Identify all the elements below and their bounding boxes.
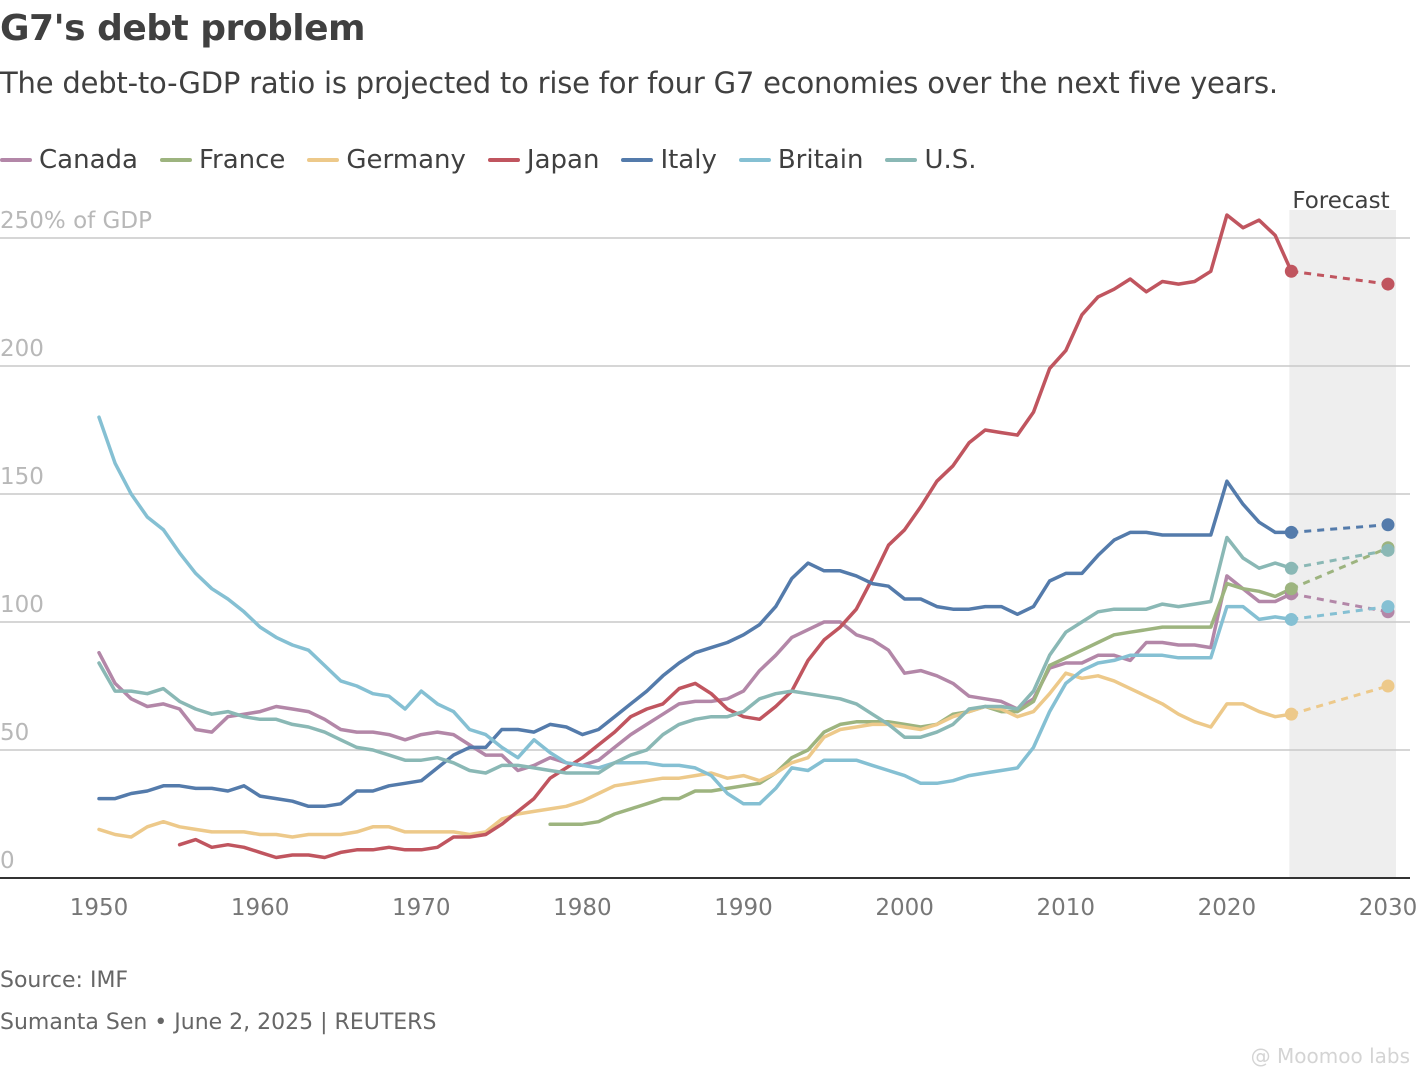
y-tick-label-0: 0 <box>0 848 15 874</box>
legend-label-germany: Germany <box>346 145 466 175</box>
legend-swatch-france <box>159 158 192 162</box>
forecast-line-u-s <box>1291 548 1389 570</box>
x-tick-label-1990: 1990 <box>714 895 773 921</box>
chart-title: G7's debt problem <box>0 8 366 49</box>
forecast-line-germany <box>1290 684 1389 716</box>
legend-item-u-s: U.S. <box>885 145 977 175</box>
forecast-start-point-france <box>1284 582 1298 596</box>
x-tick-label-2010: 2010 <box>1036 895 1095 921</box>
legend-swatch-u-s <box>885 158 918 162</box>
legend-label-italy: Italy <box>660 145 717 175</box>
x-tick-label-1970: 1970 <box>392 895 451 921</box>
forecast-band <box>1289 210 1396 878</box>
legend-swatch-japan <box>487 158 520 162</box>
legend-item-britain: Britain <box>738 145 864 175</box>
y-tick-label-100: 100 <box>0 592 44 618</box>
x-tick-label-2020: 2020 <box>1198 895 1257 921</box>
legend-item-japan: Japan <box>487 145 600 175</box>
forecast-line-italy <box>1291 523 1389 534</box>
legend-label-japan: Japan <box>526 145 600 175</box>
legend-label-france: France <box>198 145 286 175</box>
forecast-end-point-britain <box>1381 600 1395 614</box>
watermark: @ Moomoo labs <box>1250 1044 1410 1068</box>
forecast-start-point-italy <box>1284 525 1298 539</box>
forecast-end-point-germany <box>1381 679 1395 693</box>
forecast-label: Forecast <box>1292 188 1389 214</box>
x-tick-label-1960: 1960 <box>231 895 290 921</box>
legend-item-germany: Germany <box>307 145 466 175</box>
x-tick-label-1980: 1980 <box>553 895 612 921</box>
legend-item-canada: Canada <box>0 145 138 175</box>
legend-swatch-italy <box>621 158 654 162</box>
forecast-start-point-u-s <box>1284 561 1298 575</box>
legend-label-u-s: U.S. <box>924 145 977 175</box>
legend-swatch-germany <box>307 158 340 162</box>
legend-item-italy: Italy <box>621 145 717 175</box>
legend-label-britain: Britain <box>777 145 864 175</box>
source-note: Source: IMF <box>0 968 129 993</box>
series-line-britain <box>97 415 1294 806</box>
byline-credit: Sumanta Sen • June 2, 2025 | REUTERS <box>0 1010 437 1035</box>
legend-swatch-britain <box>738 158 771 162</box>
forecast-end-point-u-s <box>1381 543 1395 557</box>
forecast-start-point-japan <box>1284 264 1298 278</box>
forecast-start-point-germany <box>1284 707 1298 721</box>
series-line-germany <box>97 671 1294 839</box>
chart-subtitle: The debt-to-GDP ratio is projected to ri… <box>0 66 1278 100</box>
legend-swatch-canada <box>0 158 32 162</box>
y-tick-label-200: 200 <box>0 336 44 362</box>
x-tick-label-1950: 1950 <box>70 895 129 921</box>
chart-legend: Canada France Germany Japan Italy Britain U.S. <box>0 140 999 180</box>
series-line-france <box>548 581 1294 826</box>
line-chart: Forecast 0 50 100 150 200 250% of GDP 1950 1960 1… <box>0 188 1418 921</box>
forecast-end-point-japan <box>1381 277 1395 291</box>
legend-item-france: France <box>159 145 286 175</box>
forecast-end-point-italy <box>1381 518 1395 532</box>
forecast-start-point-britain <box>1284 612 1298 626</box>
x-tick-label-2030: 2030 <box>1359 895 1418 921</box>
y-tick-label-250: 250% of GDP <box>0 208 152 234</box>
forecast-line-france <box>1290 546 1389 591</box>
y-tick-label-50: 50 <box>0 720 29 746</box>
legend-label-canada: Canada <box>39 145 138 175</box>
series-line-canada <box>97 574 1294 773</box>
x-tick-label-2000: 2000 <box>875 895 934 921</box>
forecast-line-britain <box>1291 605 1389 621</box>
series-line-italy <box>97 479 1294 809</box>
series-line-u-s <box>97 535 1294 775</box>
forecast-line-japan <box>1291 269 1389 286</box>
y-tick-label-150: 150 <box>0 464 44 490</box>
